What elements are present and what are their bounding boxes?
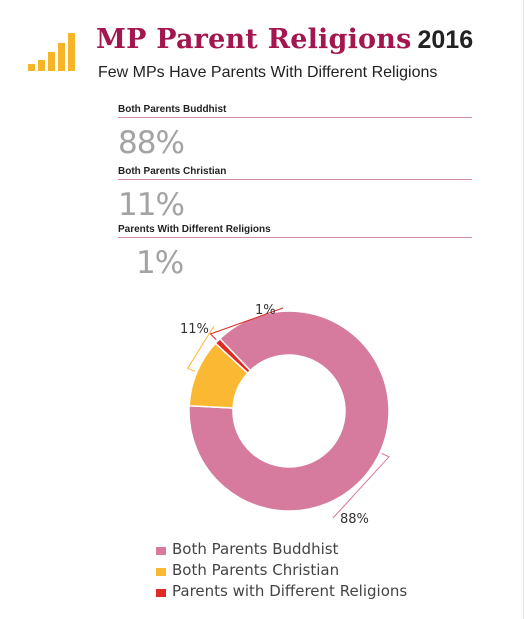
stat-label-buddhist: Both Parents Buddhist bbox=[118, 104, 227, 115]
stat-divider bbox=[118, 117, 472, 118]
stat-label-christian: Both Parents Christian bbox=[118, 166, 227, 177]
stat-divider bbox=[118, 237, 472, 238]
title-year: 2016 bbox=[417, 26, 474, 54]
legend-label: Both Parents Buddhist bbox=[172, 540, 339, 558]
data-label-different: 1% bbox=[255, 303, 276, 318]
legend-swatch bbox=[156, 568, 166, 576]
leader-line bbox=[209, 307, 284, 340]
slice-buddhist bbox=[188, 310, 390, 512]
legend-label: Parents with Different Religions bbox=[172, 582, 408, 600]
legend-swatch bbox=[156, 547, 166, 555]
page-title: MP Parent Religions bbox=[96, 24, 412, 55]
slice-different bbox=[214, 337, 252, 375]
legend-label: Both Parents Christian bbox=[172, 561, 340, 579]
leader-line bbox=[186, 325, 215, 372]
stat-value-christian: 11% bbox=[118, 187, 185, 223]
stat-divider bbox=[118, 179, 472, 180]
data-label-buddhist: 88% bbox=[340, 512, 369, 527]
page-subtitle: Few MPs Have Parents With Different Reli… bbox=[98, 64, 438, 81]
stat-value-buddhist: 88% bbox=[118, 125, 185, 161]
legend-swatch bbox=[156, 589, 166, 597]
bar-signal-logo-icon bbox=[28, 33, 75, 71]
title-row: MP Parent Religions 2016 bbox=[96, 24, 473, 55]
stat-label-different: Parents With Different Religions bbox=[118, 224, 271, 235]
data-label-christian: 11% bbox=[180, 322, 209, 337]
stat-value-different: 1% bbox=[136, 245, 184, 281]
leader-line bbox=[332, 453, 390, 519]
